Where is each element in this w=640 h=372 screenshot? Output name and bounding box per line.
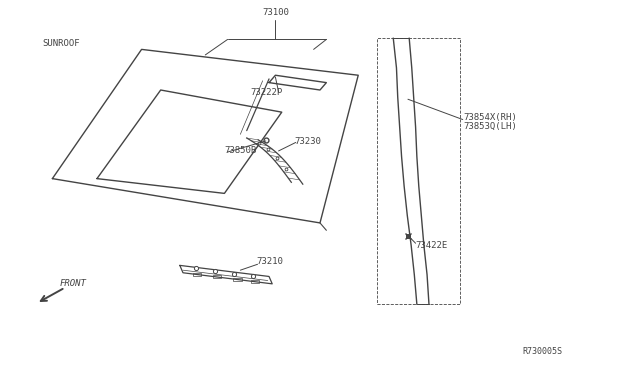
Text: 73850B: 73850B	[225, 147, 257, 155]
Text: FRONT: FRONT	[60, 279, 87, 288]
Text: 73853Q(LH): 73853Q(LH)	[463, 122, 517, 131]
Text: 73222P: 73222P	[250, 89, 282, 97]
Bar	[234, 278, 242, 281]
Text: 73422E: 73422E	[415, 241, 448, 250]
Bar	[193, 273, 201, 276]
Text: 73210: 73210	[256, 257, 283, 266]
Bar	[213, 275, 221, 278]
Bar	[251, 280, 259, 283]
Text: 73100: 73100	[262, 8, 289, 17]
Text: R730005S: R730005S	[522, 347, 562, 356]
Text: 73230: 73230	[294, 137, 321, 146]
Text: 73854X(RH): 73854X(RH)	[463, 113, 517, 122]
Text: SUNROOF: SUNROOF	[43, 39, 81, 48]
